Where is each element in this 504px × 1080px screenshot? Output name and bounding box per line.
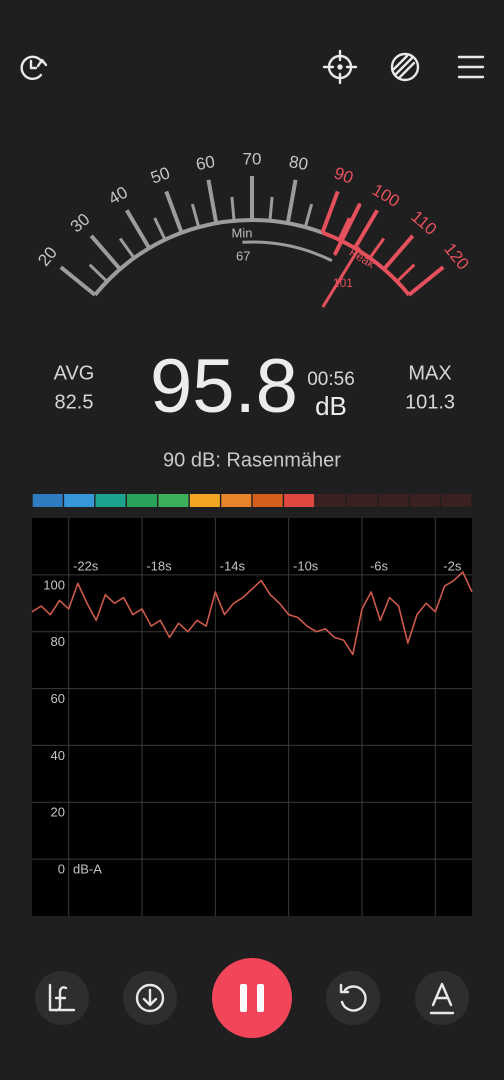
level-segment: [284, 494, 315, 507]
current-level: 95.8: [150, 344, 298, 429]
level-segment: [252, 494, 283, 507]
gauge-tick-label: 30: [67, 210, 94, 237]
x-tick-label: -6s: [370, 558, 389, 573]
gauge-tick-label: 40: [105, 183, 131, 209]
calibrate-button[interactable]: [322, 49, 358, 85]
level-segment: [221, 494, 252, 507]
min-arc: [242, 240, 333, 262]
y-tick-label: 40: [51, 748, 65, 763]
gauge-tick-label: 80: [288, 152, 310, 174]
y-tick-label: 0: [58, 862, 65, 877]
level-segment: [346, 494, 378, 507]
level-segment: [126, 494, 158, 507]
min-label: Min: [231, 226, 252, 241]
gauge-minor-tick: [268, 196, 274, 221]
gauge-tick: [353, 209, 379, 250]
gauge-minor-tick: [190, 203, 201, 228]
gauge-tick-label: 110: [407, 207, 440, 239]
gauge-tick: [164, 190, 184, 234]
level-segment: [189, 494, 220, 507]
min-value: 67: [236, 249, 250, 264]
avg-value: 82.5: [55, 391, 94, 413]
x-tick-label: -18s: [146, 558, 172, 573]
gauge-tick-label: 100: [369, 180, 403, 211]
y-tick-label: 80: [51, 634, 65, 649]
gauge-minor-tick: [118, 237, 136, 259]
x-tick-label: -2s: [443, 558, 462, 573]
history-button[interactable]: [20, 55, 48, 80]
reset-button[interactable]: [326, 971, 380, 1025]
chart-background: [32, 518, 472, 916]
level-segment: [315, 494, 346, 507]
unit: dB: [315, 391, 347, 421]
max-value: 101.3: [405, 391, 455, 413]
y-tick-label: 20: [51, 805, 65, 820]
peak-value: 101: [333, 276, 353, 290]
level-segment: [378, 494, 409, 507]
peak-label: Peak: [347, 245, 378, 272]
gauge-tick-label: 20: [34, 243, 61, 270]
level-segment: [32, 494, 63, 507]
y-tick-label: 60: [51, 691, 65, 706]
gauge-minor-tick: [88, 263, 108, 283]
gauge-minor-tick: [230, 196, 236, 221]
level-segment: [95, 494, 126, 507]
y-tick-label: 100: [43, 577, 65, 592]
gauge-tick: [59, 265, 97, 297]
level-segment: [158, 494, 189, 507]
weighting-button[interactable]: [415, 971, 469, 1025]
gauge-tick-label: 60: [194, 152, 216, 174]
gauge-tick: [125, 209, 151, 250]
level-segment: [441, 494, 472, 507]
x-tick-label: -14s: [220, 558, 246, 573]
gauge-minor-tick: [153, 217, 167, 241]
level-bar: [32, 494, 472, 507]
gauge-minor-tick: [303, 203, 314, 228]
gauge-tick: [89, 234, 122, 271]
gauge-tick-label: 70: [243, 149, 262, 168]
gauge-minor-tick: [368, 237, 386, 259]
gauge-tick-label: 50: [148, 163, 172, 187]
chart: -22s -18s -14s -10s -6s -2s 0 20 40 60 80 100 dB-A: [31, 518, 473, 916]
gauge-tick: [382, 234, 415, 271]
needle: [333, 203, 362, 256]
gauge-tick-label: 90: [332, 163, 356, 187]
menu-button[interactable]: [457, 55, 485, 79]
gauge-minor-tick: [337, 217, 351, 241]
gauge-tick: [407, 265, 445, 297]
gauge-arc: [93, 218, 324, 297]
gauge-tick: [206, 179, 219, 224]
reference-level: 90 dB: Rasenmäher: [163, 449, 341, 471]
frequency-button[interactable]: [35, 971, 89, 1025]
y-axis-label: dB-A: [73, 862, 102, 877]
gauge-arc-danger: [321, 230, 411, 297]
pause-button[interactable]: [212, 958, 292, 1038]
theme-button[interactable]: [390, 52, 420, 82]
level-segment: [409, 494, 440, 507]
level-segment: [64, 494, 95, 507]
gauge-tick-label: 120: [440, 239, 473, 273]
gauge-tick: [320, 190, 340, 234]
x-tick-label: -22s: [73, 558, 99, 573]
gauge-minor-tick: [396, 263, 416, 283]
avg-label: AVG: [54, 362, 95, 384]
x-tick-label: -10s: [293, 558, 319, 573]
gauge-tick: [285, 179, 298, 224]
peak-marker: [321, 246, 361, 308]
level-line: [31, 571, 473, 656]
max-label: MAX: [408, 362, 451, 384]
elapsed-time: 00:56: [307, 369, 355, 390]
save-button[interactable]: [123, 971, 177, 1025]
